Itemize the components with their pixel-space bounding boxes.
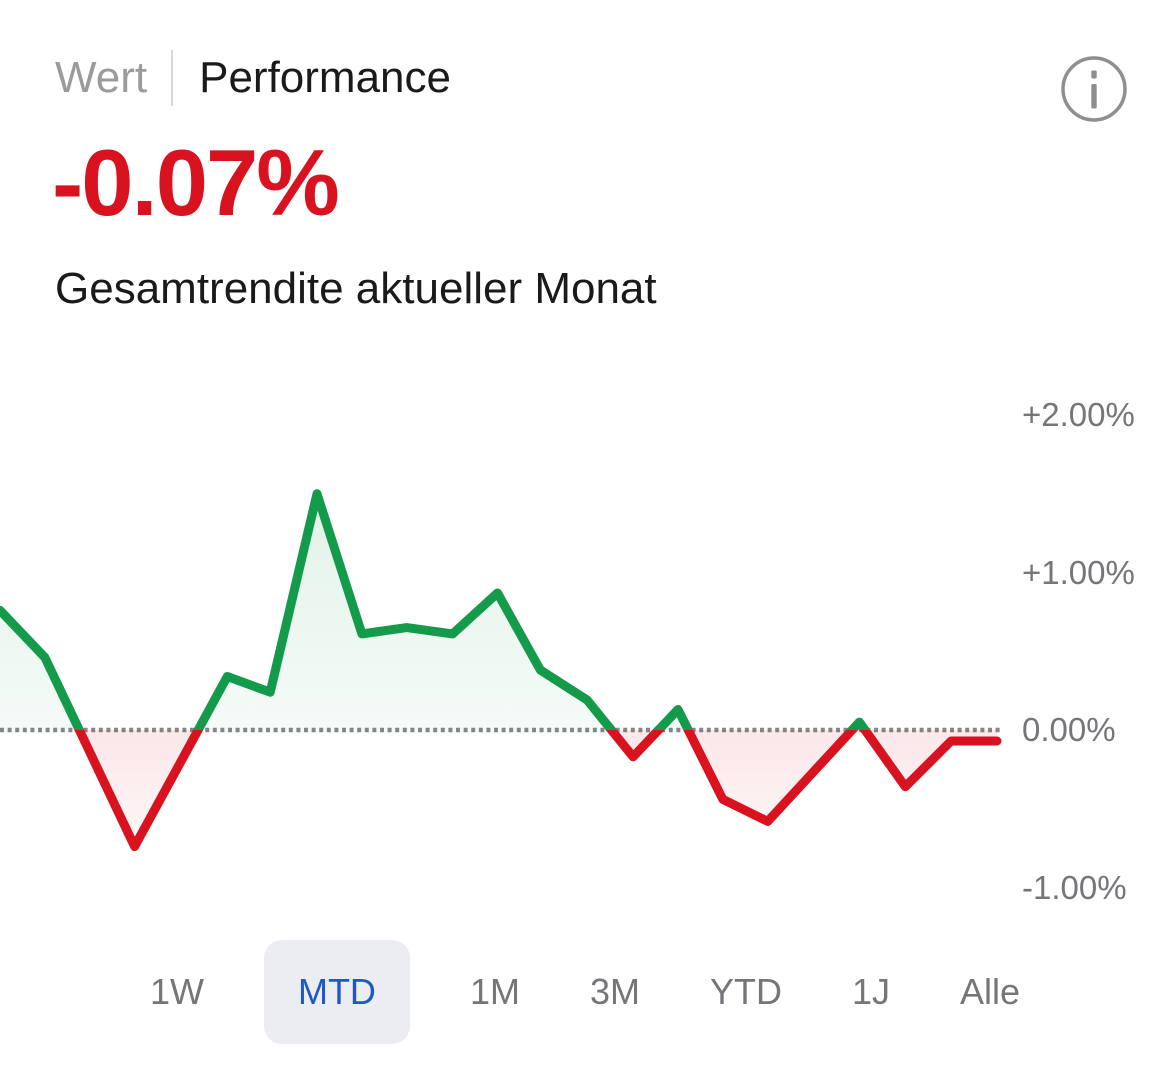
range-tab-1w[interactable]: 1W	[140, 970, 214, 1014]
range-selector: 1W MTD 1M 3M YTD 1J Alle	[0, 938, 1170, 1046]
range-tab-1j[interactable]: 1J	[842, 970, 900, 1014]
negative-segment	[0, 730, 1002, 851]
performance-line-chart	[0, 489, 1003, 851]
view-toggle: Wert Performance	[55, 50, 451, 106]
toggle-divider	[171, 50, 174, 106]
y-axis-label: +1.00%	[1022, 553, 1135, 591]
performance-caption: Gesamtrendite aktueller Monat	[55, 264, 657, 313]
performance-value: -0.07%	[52, 130, 340, 235]
y-axis-label: +2.00%	[1022, 396, 1135, 433]
range-tab-mtd[interactable]: MTD	[263, 940, 410, 1044]
range-tab-alle[interactable]: Alle	[950, 970, 1030, 1014]
range-tab-3m[interactable]: 3M	[580, 970, 650, 1014]
range-tab-1m[interactable]: 1M	[460, 970, 530, 1014]
info-icon	[1061, 56, 1127, 122]
range-tab-ytd[interactable]: YTD	[700, 970, 792, 1014]
tab-performance[interactable]: Performance	[199, 53, 451, 102]
tab-wert[interactable]: Wert	[55, 53, 148, 102]
positive-segment	[0, 489, 997, 730]
performance-chart[interactable]: +2.00% +1.00% 0.00% -1.00%	[0, 370, 1170, 930]
y-axis-label: 0.00%	[1022, 711, 1116, 748]
y-axis-label: -1.00%	[1022, 868, 1127, 906]
info-button[interactable]	[1058, 53, 1130, 125]
